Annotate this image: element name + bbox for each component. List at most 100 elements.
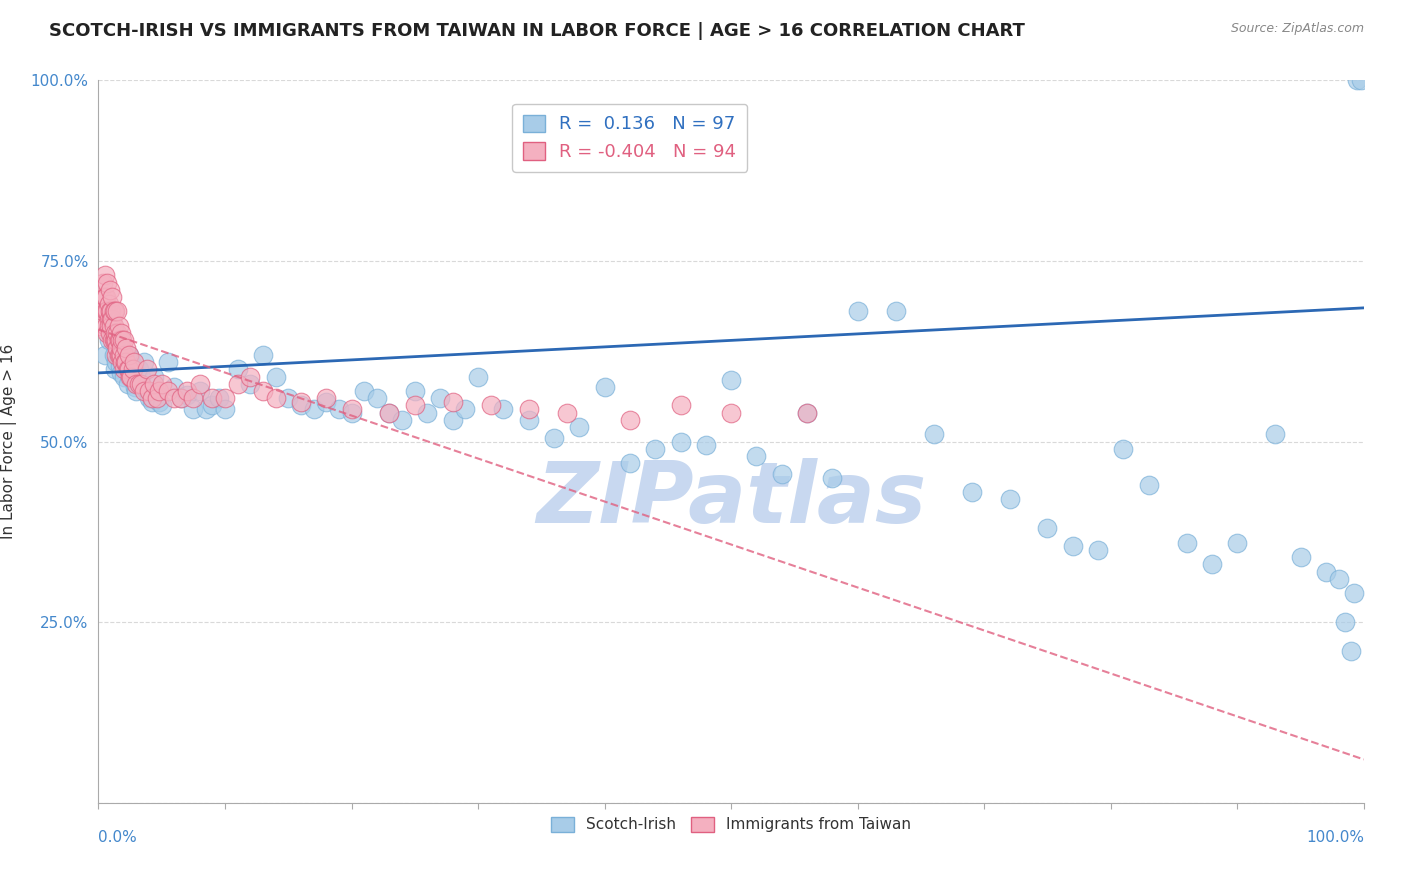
Point bbox=[111, 334, 134, 348]
Point bbox=[103, 334, 125, 348]
Point bbox=[98, 283, 121, 297]
Point bbox=[117, 376, 139, 391]
Point bbox=[1347, 73, 1369, 87]
Point bbox=[98, 326, 121, 340]
Point bbox=[117, 362, 139, 376]
Point bbox=[1264, 427, 1286, 442]
Point bbox=[441, 394, 464, 409]
Point bbox=[290, 398, 312, 412]
Point bbox=[796, 406, 818, 420]
Point bbox=[163, 380, 186, 394]
Point bbox=[143, 369, 166, 384]
Point bbox=[150, 376, 173, 391]
Point bbox=[479, 398, 502, 412]
Point bbox=[108, 359, 131, 373]
Point bbox=[1315, 565, 1337, 579]
Point bbox=[404, 384, 426, 398]
Point bbox=[290, 394, 312, 409]
Point bbox=[340, 406, 363, 420]
Point bbox=[107, 348, 129, 362]
Point bbox=[105, 355, 128, 369]
Point bbox=[120, 369, 141, 384]
Point bbox=[1112, 442, 1135, 456]
Point bbox=[441, 413, 464, 427]
Point bbox=[695, 438, 717, 452]
Point bbox=[112, 334, 135, 348]
Point bbox=[135, 384, 157, 398]
Point bbox=[148, 394, 170, 409]
Point bbox=[94, 304, 117, 318]
Point bbox=[107, 341, 129, 355]
Point bbox=[745, 449, 768, 463]
Point bbox=[328, 402, 350, 417]
Point bbox=[353, 384, 375, 398]
Point bbox=[157, 384, 180, 398]
Point bbox=[114, 355, 136, 369]
Point bbox=[97, 334, 120, 348]
Point bbox=[108, 334, 131, 348]
Point bbox=[96, 304, 118, 318]
Point bbox=[105, 348, 128, 362]
Point bbox=[188, 376, 211, 391]
Point bbox=[201, 398, 224, 412]
Point bbox=[145, 391, 167, 405]
Point bbox=[1327, 572, 1350, 586]
Point bbox=[91, 290, 114, 304]
Point bbox=[593, 380, 616, 394]
Point bbox=[770, 467, 793, 481]
Point bbox=[157, 355, 180, 369]
Point bbox=[1036, 521, 1059, 535]
Point bbox=[226, 376, 249, 391]
Point bbox=[239, 376, 262, 391]
Point bbox=[183, 391, 205, 405]
Point bbox=[543, 431, 565, 445]
Point bbox=[100, 304, 122, 318]
Point bbox=[264, 391, 287, 405]
Point bbox=[960, 485, 983, 500]
Point bbox=[112, 369, 135, 384]
Point bbox=[821, 470, 844, 484]
Point bbox=[517, 402, 540, 417]
Point bbox=[107, 318, 129, 333]
Point bbox=[132, 384, 155, 398]
Point bbox=[107, 341, 129, 355]
Point bbox=[302, 402, 325, 417]
Point bbox=[94, 318, 117, 333]
Point bbox=[103, 348, 125, 362]
Point bbox=[378, 406, 401, 420]
Point bbox=[104, 334, 127, 348]
Point bbox=[120, 355, 142, 369]
Point bbox=[145, 387, 167, 401]
Text: 0.0%: 0.0% bbox=[98, 830, 138, 845]
Point bbox=[128, 376, 150, 391]
Point bbox=[97, 311, 120, 326]
Point bbox=[90, 318, 112, 333]
Point bbox=[315, 394, 337, 409]
Point bbox=[492, 402, 515, 417]
Point bbox=[568, 420, 591, 434]
Point bbox=[115, 362, 138, 376]
Point bbox=[110, 326, 132, 340]
Point bbox=[103, 318, 125, 333]
Point bbox=[1175, 535, 1198, 549]
Point bbox=[1333, 615, 1355, 630]
Point bbox=[555, 406, 578, 420]
Point bbox=[93, 304, 115, 318]
Point bbox=[108, 348, 131, 362]
Point bbox=[118, 348, 141, 362]
Point bbox=[112, 348, 135, 362]
Point bbox=[884, 304, 907, 318]
Legend: Scotch-Irish, Immigrants from Taiwan: Scotch-Irish, Immigrants from Taiwan bbox=[544, 811, 918, 838]
Point bbox=[1289, 550, 1312, 565]
Point bbox=[121, 362, 143, 376]
Point bbox=[122, 362, 145, 376]
Point bbox=[131, 376, 153, 391]
Point bbox=[138, 384, 160, 398]
Point bbox=[112, 362, 135, 376]
Point bbox=[720, 373, 742, 387]
Point bbox=[107, 351, 129, 366]
Point bbox=[96, 326, 118, 340]
Point bbox=[619, 456, 641, 470]
Point bbox=[517, 413, 540, 427]
Point bbox=[101, 334, 124, 348]
